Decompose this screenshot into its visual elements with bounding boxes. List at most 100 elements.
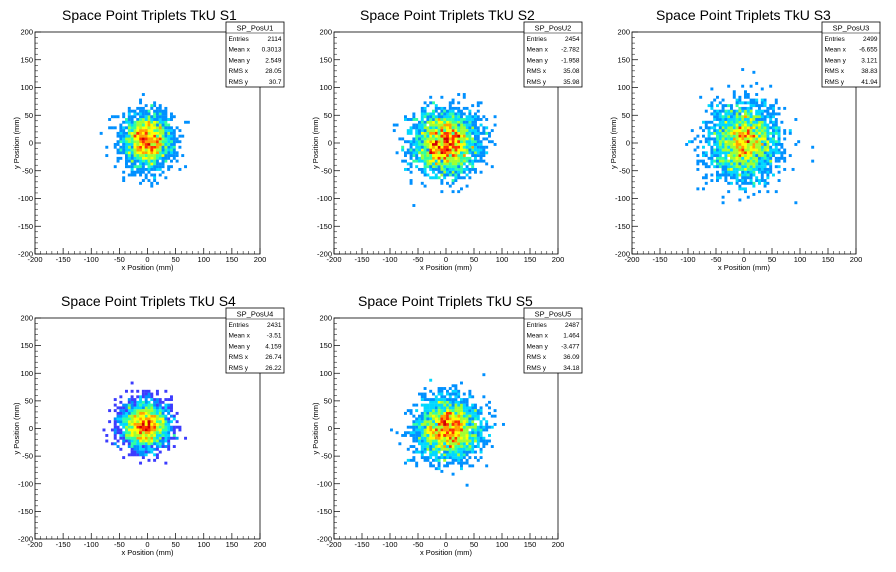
histogram-bin xyxy=(429,389,433,393)
histogram-bin xyxy=(460,425,463,429)
histogram-bin xyxy=(758,106,761,110)
histogram-bin xyxy=(133,422,137,426)
histogram-bin xyxy=(420,450,424,454)
histogram-bin xyxy=(147,129,151,133)
histogram-bin xyxy=(772,134,775,138)
histogram-bin xyxy=(144,104,148,108)
histogram-bin xyxy=(772,148,775,152)
histogram-bin xyxy=(448,170,452,174)
histogram-bin xyxy=(718,129,722,133)
histogram-bin xyxy=(730,151,733,155)
histogram-bin xyxy=(482,154,486,158)
histogram-bin xyxy=(471,447,475,451)
histogram-bin xyxy=(170,115,173,119)
histogram-bin xyxy=(412,414,416,418)
histogram-bin xyxy=(409,170,413,174)
histogram-bin xyxy=(749,145,753,149)
histogram-bin xyxy=(432,131,435,135)
histogram-bin xyxy=(732,137,736,141)
histogram-bin xyxy=(125,431,128,435)
histogram-bin xyxy=(432,458,435,462)
histogram-bin xyxy=(758,165,761,169)
histogram-bin xyxy=(440,453,444,457)
histogram-bin xyxy=(758,123,761,127)
histogram-bin xyxy=(432,436,435,440)
histogram-bin xyxy=(440,156,444,160)
histogram-bin xyxy=(440,137,444,141)
histogram-bin xyxy=(418,134,421,138)
histogram-bin xyxy=(744,148,747,152)
histogram-bin xyxy=(130,453,134,457)
histogram-bin xyxy=(777,179,781,182)
histogram-bin xyxy=(482,126,486,130)
histogram-bin xyxy=(446,165,449,169)
histogram-bin xyxy=(116,140,120,144)
y-tick-label: 200 xyxy=(20,28,33,37)
histogram-bin xyxy=(462,461,466,465)
histogram-bin xyxy=(409,181,413,185)
histogram-bin xyxy=(404,431,407,435)
histogram-bin xyxy=(448,123,452,127)
histogram-bin xyxy=(136,154,140,158)
histogram-bin xyxy=(718,134,722,138)
histogram-bin xyxy=(474,445,477,448)
histogram-bin xyxy=(471,428,475,432)
histogram-bin xyxy=(766,176,770,180)
histogram-bin xyxy=(746,140,750,144)
histogram-bin xyxy=(437,148,441,152)
histogram-bin xyxy=(766,140,770,144)
histogram-bin xyxy=(141,447,145,451)
histogram-bin xyxy=(735,109,739,113)
y-tick-label: -150 xyxy=(317,507,332,516)
histogram-bin xyxy=(133,434,137,437)
y-tick-label: 150 xyxy=(617,55,630,64)
histogram-bin xyxy=(710,112,714,116)
histogram-bin xyxy=(718,159,722,163)
histogram-bin xyxy=(474,167,477,171)
histogram-bin xyxy=(721,195,725,199)
histogram-bin xyxy=(465,165,469,169)
histogram-bin xyxy=(730,181,733,185)
histogram-bin xyxy=(724,112,728,116)
histogram-bin xyxy=(738,156,742,160)
histogram-bin xyxy=(420,434,424,437)
histogram-bin xyxy=(707,134,711,138)
histogram-bin xyxy=(462,434,466,437)
histogram-bin xyxy=(727,159,731,163)
histogram-bin xyxy=(150,422,154,426)
histogram-bin xyxy=(471,137,475,141)
histogram-bin xyxy=(108,409,112,413)
histogram-bin xyxy=(777,126,781,130)
histogram-bin xyxy=(462,120,466,124)
histogram-bin xyxy=(468,445,472,448)
histogram-bin xyxy=(760,123,764,127)
histogram-bin xyxy=(710,173,714,177)
histogram-bin xyxy=(437,389,441,393)
x-tick-label: 100 xyxy=(197,540,210,549)
stats-label: RMS y xyxy=(527,365,547,372)
histogram-bin xyxy=(716,143,719,146)
histogram-bin xyxy=(420,447,424,451)
histogram-bin xyxy=(752,181,756,185)
histogram-bin xyxy=(732,173,736,177)
histogram-bin xyxy=(141,151,145,155)
histogram-bin xyxy=(746,167,750,171)
histogram-bin xyxy=(153,414,157,418)
histogram-bin xyxy=(426,425,430,429)
histogram-bin xyxy=(161,151,165,155)
histogram-bin xyxy=(161,134,165,138)
histogram-bin xyxy=(460,187,463,191)
histogram-bin xyxy=(167,445,171,448)
histogram-bin xyxy=(139,414,143,418)
histogram-bin xyxy=(437,115,441,119)
histogram-bin xyxy=(465,173,469,177)
histogram-bin xyxy=(777,131,781,135)
histogram-bin xyxy=(167,417,171,421)
histogram-bin xyxy=(147,126,151,130)
histogram-bin xyxy=(774,131,778,135)
histogram-bin xyxy=(448,159,452,163)
histogram-bin xyxy=(465,417,469,421)
histogram-bin xyxy=(724,131,728,135)
histogram-bin xyxy=(139,112,143,116)
histogram-bin xyxy=(460,134,463,138)
